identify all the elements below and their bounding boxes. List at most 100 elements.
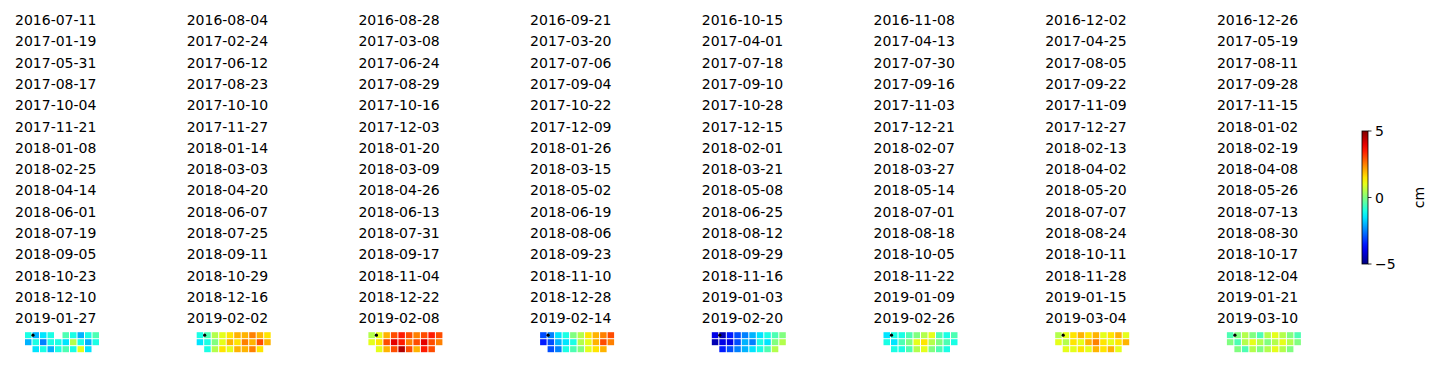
cell <box>413 339 420 345</box>
cell <box>944 339 951 345</box>
cell <box>421 339 428 345</box>
cell <box>563 339 570 345</box>
date-label: 2018-01-02 <box>1217 119 1298 135</box>
cell <box>212 346 219 352</box>
cell <box>33 346 40 352</box>
cell <box>70 346 77 352</box>
cell <box>1294 339 1301 345</box>
cell <box>40 332 47 338</box>
date-label: 2018-10-11 <box>1045 246 1126 262</box>
cell <box>779 339 786 345</box>
date-label: 2016-11-08 <box>874 12 955 28</box>
date-label: 2017-08-29 <box>358 76 439 92</box>
cell <box>719 346 726 352</box>
cell <box>383 339 390 345</box>
date-label: 2017-01-19 <box>15 33 96 49</box>
date-label: 2019-01-21 <box>1217 289 1298 305</box>
date-label: 2017-07-06 <box>530 55 611 71</box>
cell <box>1227 332 1234 338</box>
date-label: 2017-12-15 <box>702 119 783 135</box>
date-label: 2017-10-22 <box>530 97 611 113</box>
date-label: 2017-04-25 <box>1045 33 1126 49</box>
date-label: 2018-09-23 <box>530 246 611 262</box>
cell <box>578 332 585 338</box>
cell <box>914 332 921 338</box>
date-label: 2019-03-04 <box>1045 310 1126 326</box>
cell <box>1242 332 1249 338</box>
date-label: 2017-09-16 <box>874 76 955 92</box>
date-label: 2018-11-04 <box>358 268 439 284</box>
date-label: 2018-07-01 <box>874 204 955 220</box>
cell <box>197 332 204 338</box>
date-label: 2019-02-08 <box>358 310 439 326</box>
tick <box>1368 197 1372 198</box>
cell <box>921 339 928 345</box>
cell <box>63 332 70 338</box>
cell <box>563 332 570 338</box>
panel <box>884 332 958 352</box>
date-label: 2018-07-13 <box>1217 204 1298 220</box>
cell <box>1287 339 1294 345</box>
cell <box>1115 339 1122 345</box>
date-label: 2019-02-26 <box>874 310 955 326</box>
date-label: 2018-08-24 <box>1045 225 1126 241</box>
cell <box>944 346 951 352</box>
cell <box>944 332 951 338</box>
cell <box>376 346 383 352</box>
date-label: 2019-03-10 <box>1217 310 1298 326</box>
tick-label: −5 <box>1375 256 1396 272</box>
panel <box>1055 332 1129 352</box>
reference-point <box>31 334 34 337</box>
date-label: 2018-11-28 <box>1045 268 1126 284</box>
cell <box>406 339 413 345</box>
cell <box>249 346 256 352</box>
date-label: 2017-10-16 <box>358 97 439 113</box>
date-label: 2017-12-21 <box>874 119 955 135</box>
date-label: 2018-02-25 <box>15 161 96 177</box>
cell <box>428 346 435 352</box>
date-label: 2018-06-07 <box>187 204 268 220</box>
date-label: 2018-12-22 <box>358 289 439 305</box>
cell <box>40 346 47 352</box>
date-label: 2018-02-07 <box>874 140 955 156</box>
date-label: 2017-08-11 <box>1217 55 1298 71</box>
cell <box>1108 332 1115 338</box>
cell <box>578 339 585 345</box>
cell <box>884 332 891 338</box>
date-label: 2017-09-28 <box>1217 76 1298 92</box>
panel <box>712 332 786 352</box>
cell <box>929 346 936 352</box>
cell <box>1279 332 1286 338</box>
cell <box>1078 332 1085 338</box>
date-label: 2017-08-17 <box>15 76 96 92</box>
cell <box>383 332 390 338</box>
cell <box>764 339 771 345</box>
date-label: 2017-12-27 <box>1045 119 1126 135</box>
cell <box>1093 339 1100 345</box>
tick-label: 5 <box>1375 123 1384 139</box>
cell <box>1100 339 1107 345</box>
date-label: 2018-12-16 <box>187 289 268 305</box>
cell <box>85 346 92 352</box>
cell <box>757 332 764 338</box>
cell <box>428 332 435 338</box>
cell <box>555 332 562 338</box>
cell <box>227 346 234 352</box>
cell <box>1070 332 1077 338</box>
panel <box>368 332 442 352</box>
cell <box>1272 332 1279 338</box>
date-label: 2019-02-20 <box>702 310 783 326</box>
cell <box>1272 346 1279 352</box>
cell <box>249 339 256 345</box>
cell <box>914 346 921 352</box>
cell <box>608 339 615 345</box>
panel <box>540 332 614 352</box>
date-label: 2017-10-04 <box>15 97 96 113</box>
cell <box>93 332 100 338</box>
reference-point <box>718 334 721 337</box>
cell <box>398 339 405 345</box>
cell <box>40 339 47 345</box>
cell <box>593 339 600 345</box>
date-label: 2018-09-17 <box>358 246 439 262</box>
cell <box>1279 346 1286 352</box>
